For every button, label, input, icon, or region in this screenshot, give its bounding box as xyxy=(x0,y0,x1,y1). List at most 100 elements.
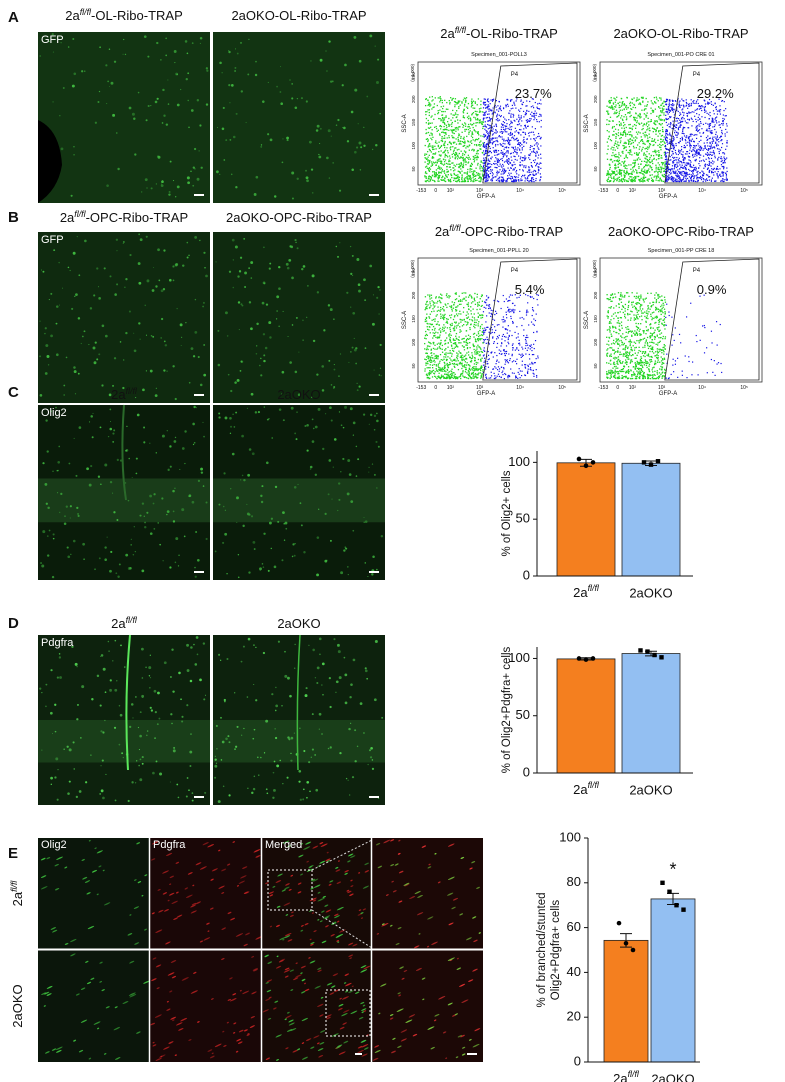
event xyxy=(619,138,620,139)
event xyxy=(485,111,486,112)
cell xyxy=(313,340,315,342)
cell xyxy=(263,566,265,568)
event xyxy=(446,163,447,164)
event xyxy=(609,164,610,165)
cell xyxy=(135,551,136,552)
event xyxy=(496,130,497,131)
event xyxy=(427,157,428,158)
cell xyxy=(284,675,287,678)
event xyxy=(681,146,682,147)
event xyxy=(518,174,519,175)
cell xyxy=(346,292,348,294)
cell xyxy=(273,772,275,774)
event xyxy=(682,117,683,118)
event xyxy=(425,133,426,134)
cell xyxy=(192,423,195,426)
cell xyxy=(302,320,304,322)
event xyxy=(686,135,687,136)
event xyxy=(633,170,634,171)
cell xyxy=(175,537,178,540)
event xyxy=(719,175,720,176)
cell xyxy=(175,437,176,438)
event xyxy=(678,128,679,129)
event xyxy=(533,119,534,120)
event xyxy=(630,134,631,135)
event xyxy=(483,114,484,115)
event xyxy=(516,153,517,154)
cell xyxy=(180,323,183,326)
event xyxy=(706,174,707,175)
event xyxy=(515,152,516,153)
cell xyxy=(52,101,53,102)
event xyxy=(486,166,487,167)
cell xyxy=(320,128,322,130)
event xyxy=(608,145,609,146)
event xyxy=(678,111,679,112)
event xyxy=(626,165,627,166)
event xyxy=(666,104,667,105)
event xyxy=(691,177,692,178)
event xyxy=(504,170,505,171)
event xyxy=(623,171,624,172)
cell xyxy=(223,472,225,474)
event xyxy=(428,181,429,182)
event xyxy=(478,134,479,135)
event xyxy=(439,167,440,168)
event xyxy=(461,101,462,102)
event xyxy=(652,159,653,160)
event xyxy=(468,129,469,130)
cell xyxy=(303,265,306,268)
event xyxy=(486,181,487,182)
cell xyxy=(194,331,197,334)
cell xyxy=(138,765,140,767)
cell xyxy=(235,48,236,49)
stain-label: Olig2 xyxy=(41,407,67,419)
cell xyxy=(225,417,228,420)
cell xyxy=(290,760,292,762)
cell xyxy=(171,723,172,724)
event xyxy=(444,135,445,136)
event xyxy=(466,172,467,173)
event xyxy=(505,152,506,153)
event xyxy=(669,110,670,111)
cell xyxy=(254,548,256,550)
cell xyxy=(105,64,107,66)
event xyxy=(540,177,541,178)
event xyxy=(645,135,646,136)
cell xyxy=(174,440,177,443)
event xyxy=(636,176,637,177)
cell xyxy=(138,322,140,324)
event xyxy=(469,169,470,170)
event xyxy=(707,142,708,143)
event xyxy=(428,145,429,146)
cell xyxy=(178,672,181,675)
cell xyxy=(244,286,246,288)
event xyxy=(641,123,642,124)
event xyxy=(460,172,461,173)
cell xyxy=(354,338,355,339)
event xyxy=(470,168,471,169)
cell xyxy=(342,84,344,86)
event xyxy=(510,100,511,101)
cell xyxy=(380,368,381,369)
event xyxy=(669,104,670,105)
event xyxy=(447,121,448,122)
event xyxy=(625,147,626,148)
event xyxy=(665,111,666,112)
event xyxy=(529,118,530,119)
event xyxy=(434,154,435,155)
event xyxy=(636,117,637,118)
event xyxy=(510,126,511,127)
cell xyxy=(193,355,195,357)
cell xyxy=(83,558,85,560)
event xyxy=(435,152,436,153)
cell xyxy=(179,469,180,470)
event xyxy=(681,162,682,163)
cell xyxy=(157,155,159,157)
event xyxy=(670,159,671,160)
event xyxy=(716,144,717,145)
event xyxy=(632,126,633,127)
event xyxy=(438,97,439,98)
cell xyxy=(70,554,71,555)
event xyxy=(615,168,616,169)
